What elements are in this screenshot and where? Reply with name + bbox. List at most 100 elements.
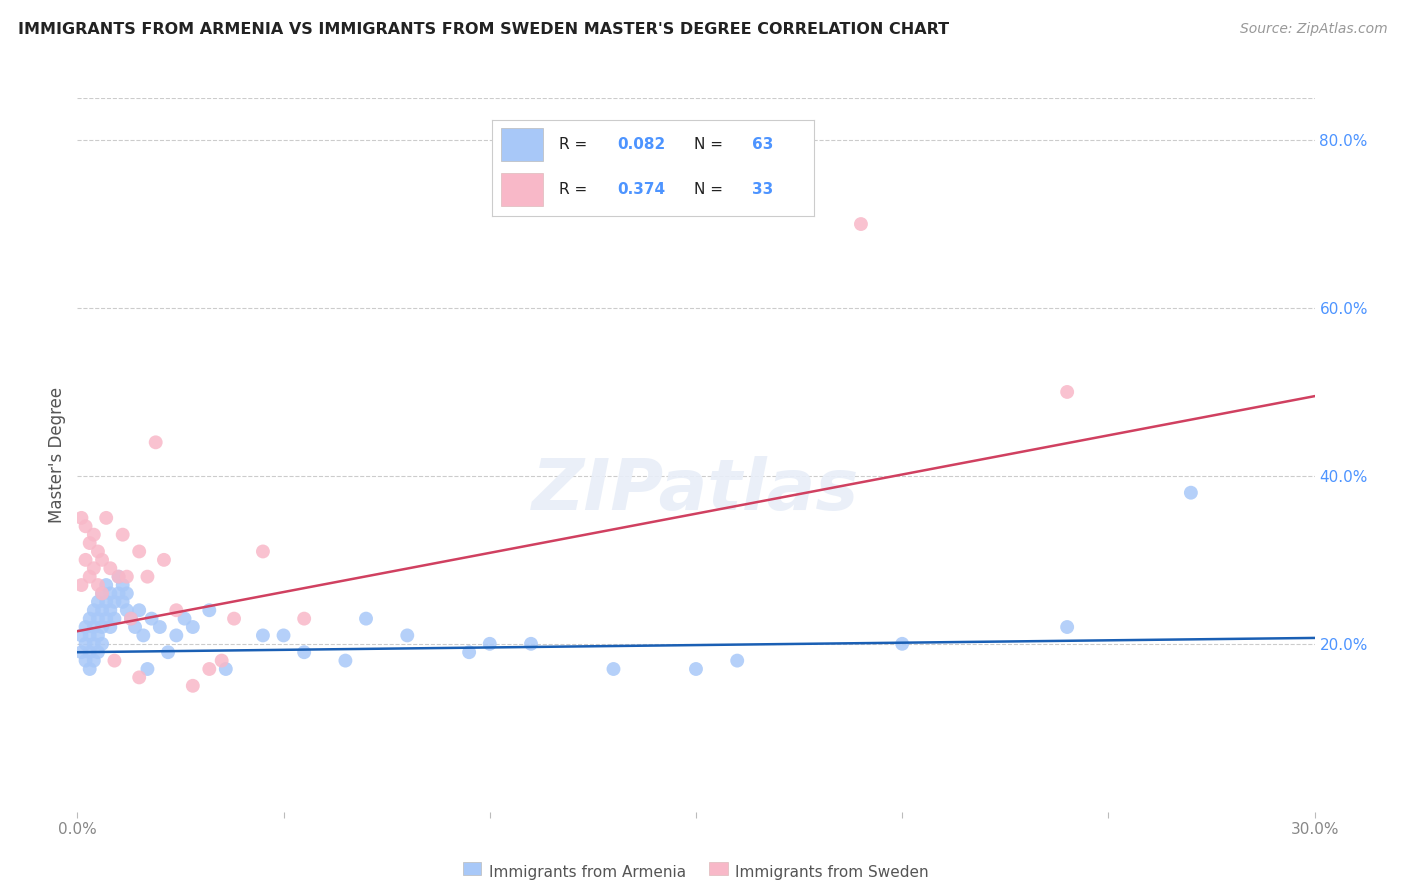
Point bbox=[141, 612, 163, 626]
Point bbox=[198, 662, 221, 676]
Point bbox=[98, 586, 121, 600]
Point bbox=[75, 637, 97, 651]
Point bbox=[91, 637, 114, 651]
Point bbox=[96, 595, 118, 609]
Point bbox=[458, 645, 481, 659]
Point bbox=[87, 578, 110, 592]
Point bbox=[165, 603, 187, 617]
Point bbox=[1056, 384, 1078, 399]
Point bbox=[70, 578, 93, 592]
Point bbox=[103, 612, 125, 626]
Point bbox=[98, 561, 121, 575]
Point bbox=[75, 620, 97, 634]
Point bbox=[70, 628, 93, 642]
Point bbox=[111, 527, 134, 541]
Point bbox=[70, 645, 93, 659]
Point bbox=[396, 628, 419, 642]
Point bbox=[354, 612, 377, 626]
Point bbox=[165, 628, 187, 642]
Point bbox=[87, 645, 110, 659]
Point bbox=[252, 628, 274, 642]
Point bbox=[145, 435, 167, 450]
Point bbox=[83, 561, 105, 575]
Text: IMMIGRANTS FROM ARMENIA VS IMMIGRANTS FROM SWEDEN MASTER'S DEGREE CORRELATION CH: IMMIGRANTS FROM ARMENIA VS IMMIGRANTS FR… bbox=[18, 22, 949, 37]
Point bbox=[79, 645, 101, 659]
Point bbox=[198, 603, 221, 617]
Point bbox=[91, 586, 114, 600]
Point bbox=[83, 527, 105, 541]
Point bbox=[292, 612, 315, 626]
Point bbox=[103, 654, 125, 668]
Point bbox=[181, 679, 204, 693]
Point bbox=[120, 612, 142, 626]
Point bbox=[115, 569, 138, 583]
Legend: Immigrants from Armenia, Immigrants from Sweden: Immigrants from Armenia, Immigrants from… bbox=[457, 859, 935, 886]
Point bbox=[292, 645, 315, 659]
Point bbox=[79, 628, 101, 642]
Point bbox=[75, 654, 97, 668]
Point bbox=[107, 569, 129, 583]
Point bbox=[124, 620, 146, 634]
Point bbox=[149, 620, 172, 634]
Point bbox=[273, 628, 295, 642]
Point bbox=[685, 662, 707, 676]
Point bbox=[1180, 485, 1202, 500]
Point bbox=[96, 578, 118, 592]
Point bbox=[128, 670, 150, 684]
Point bbox=[136, 662, 159, 676]
Point bbox=[91, 586, 114, 600]
Y-axis label: Master's Degree: Master's Degree bbox=[48, 387, 66, 523]
Point bbox=[136, 569, 159, 583]
Point bbox=[222, 612, 245, 626]
Point bbox=[211, 654, 233, 668]
Point bbox=[91, 603, 114, 617]
Text: Source: ZipAtlas.com: Source: ZipAtlas.com bbox=[1240, 22, 1388, 37]
Text: ZIPatlas: ZIPatlas bbox=[533, 456, 859, 525]
Point bbox=[173, 612, 195, 626]
Point bbox=[83, 603, 105, 617]
Point bbox=[75, 553, 97, 567]
Point bbox=[181, 620, 204, 634]
Point bbox=[153, 553, 176, 567]
Point bbox=[520, 637, 543, 651]
Point bbox=[96, 612, 118, 626]
Point bbox=[891, 637, 914, 651]
Point bbox=[107, 569, 129, 583]
Point bbox=[75, 519, 97, 533]
Point bbox=[128, 544, 150, 558]
Point bbox=[87, 612, 110, 626]
Point bbox=[115, 603, 138, 617]
Point bbox=[91, 620, 114, 634]
Point bbox=[91, 553, 114, 567]
Point bbox=[87, 544, 110, 558]
Point bbox=[602, 662, 624, 676]
Point bbox=[83, 637, 105, 651]
Point bbox=[115, 586, 138, 600]
Point bbox=[215, 662, 238, 676]
Point bbox=[79, 662, 101, 676]
Point bbox=[96, 511, 118, 525]
Point bbox=[725, 654, 748, 668]
Point bbox=[79, 569, 101, 583]
Point bbox=[478, 637, 501, 651]
Point bbox=[79, 536, 101, 550]
Point bbox=[120, 612, 142, 626]
Point bbox=[79, 612, 101, 626]
Point bbox=[849, 217, 872, 231]
Point bbox=[111, 595, 134, 609]
Point bbox=[83, 620, 105, 634]
Point bbox=[70, 511, 93, 525]
Point bbox=[107, 586, 129, 600]
Point bbox=[252, 544, 274, 558]
Point bbox=[98, 620, 121, 634]
Point bbox=[132, 628, 155, 642]
Point bbox=[335, 654, 357, 668]
Point bbox=[83, 654, 105, 668]
Point bbox=[128, 603, 150, 617]
Point bbox=[1056, 620, 1078, 634]
Point bbox=[157, 645, 180, 659]
Point bbox=[87, 595, 110, 609]
Point bbox=[111, 578, 134, 592]
Point bbox=[103, 595, 125, 609]
Point bbox=[87, 628, 110, 642]
